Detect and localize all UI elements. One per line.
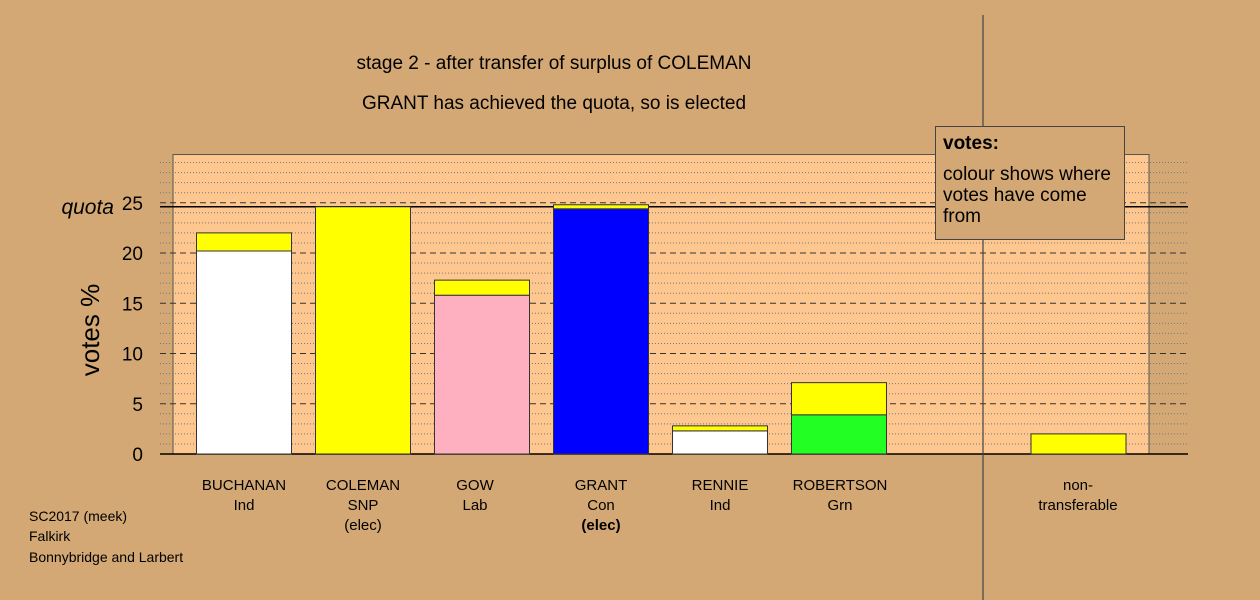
bar-segment-robertson-1 [791,382,887,416]
bar-segment-grant-1 [553,204,649,210]
y-tick-label: 5 [132,395,143,416]
candidate-party: Ind [709,497,731,514]
chart-subtitle: GRANT has achieved the quota, so is elec… [361,93,747,114]
footer-ward: Bonnybridge and Larbert [29,549,184,565]
candidate-label-buchanan: BUCHANAN Ind [179,476,309,516]
legend-box: votes: colour shows where votes have com… [935,126,1125,240]
bar-segment-rennie-1 [672,425,768,432]
bar-segment-buchanan-0 [196,250,292,455]
y-axis-label: votes % [75,284,105,377]
candidate-name: RENNIE [691,477,749,494]
candidate-label-coleman: COLEMAN SNP (elec) [298,476,428,536]
nontransferable-label-line1: non- [1062,477,1094,494]
candidate-label-robertson: ROBERTSON Grn [775,476,905,516]
footer-council: Falkirk [29,528,71,544]
chart-title: stage 2 - after transfer of surplus of C… [356,53,752,74]
candidate-party: Con [587,497,615,514]
candidate-name: ROBERTSON [792,477,888,494]
bar-nontransferable [1030,433,1127,455]
candidate-party: Ind [233,497,255,514]
candidate-label-gow: GOW Lab [410,476,540,516]
candidate-label-grant: GRANT Con (elec) [536,476,666,536]
quota-label: quota [61,196,114,219]
legend-body: colour shows where votes have come from [943,164,1111,227]
candidate-status: (elec) [581,517,621,534]
candidate-label-rennie: RENNIE Ind [655,476,785,516]
y-tick-label: 10 [122,345,143,366]
bar-segment-grant-0 [553,208,649,455]
bar-segment-coleman-0 [315,206,411,455]
y-tick-label: 25 [122,194,143,215]
bar-segment-rennie-0 [672,430,768,455]
bar-segment-buchanan-1 [196,232,292,252]
bar-segment-gow-1 [434,279,530,296]
nontransferable-label-line2: transferable [1038,497,1118,514]
candidate-party: Lab [462,497,488,514]
y-tick-label: 20 [122,244,143,265]
candidate-party: SNP [347,497,379,514]
legend-title: votes: [943,133,999,154]
candidate-name: COLEMAN [325,477,401,494]
bar-segment-gow-0 [434,294,530,455]
nontransferable-label: non- transferable [1013,476,1143,516]
footer-source: SC2017 (meek) [29,508,128,524]
candidate-name: BUCHANAN [201,477,287,494]
y-tick-label: 15 [122,294,143,315]
candidate-name: GOW [456,477,494,494]
candidate-name: GRANT [574,477,628,494]
candidate-status: (elec) [344,517,382,534]
bar-segment-robertson-0 [791,414,887,455]
y-tick-label: 0 [132,445,143,466]
candidate-party: Grn [827,497,853,514]
